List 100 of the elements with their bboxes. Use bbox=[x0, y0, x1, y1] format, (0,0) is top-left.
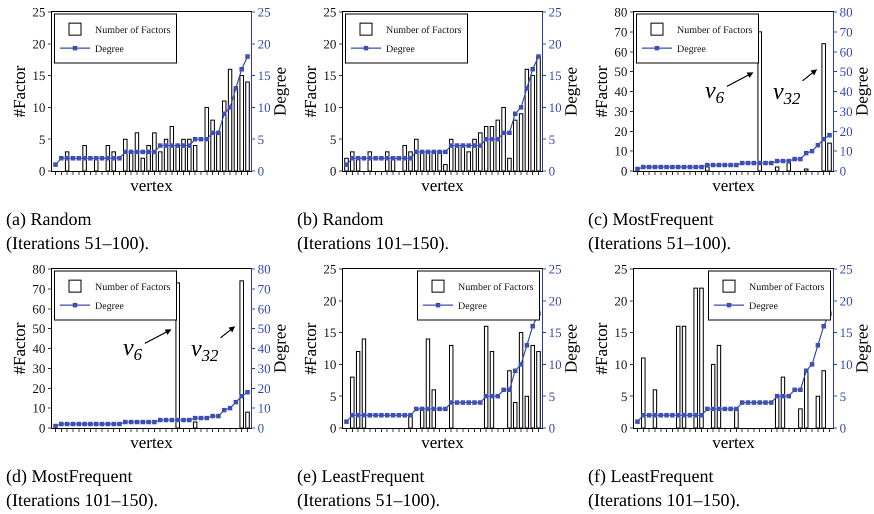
point bbox=[804, 368, 808, 374]
y2-tick-label: 40 bbox=[840, 84, 853, 100]
point bbox=[746, 400, 750, 405]
point bbox=[646, 164, 652, 170]
y2-tick-label: 20 bbox=[548, 293, 562, 308]
y-tick-label: 25 bbox=[323, 4, 336, 20]
y2-tick-label: 30 bbox=[258, 360, 271, 376]
point bbox=[414, 406, 419, 412]
point bbox=[175, 143, 180, 148]
point bbox=[530, 324, 535, 328]
point bbox=[460, 143, 466, 148]
y2-tick-label: 25 bbox=[548, 262, 562, 277]
point bbox=[175, 418, 180, 422]
y-tick-label: 10 bbox=[32, 100, 46, 115]
y2-tick-label: 15 bbox=[258, 68, 271, 84]
y-tick-label: 80 bbox=[614, 4, 628, 20]
point bbox=[448, 143, 454, 148]
point bbox=[396, 413, 402, 418]
point bbox=[810, 148, 814, 154]
text: (Iterations 101–150). bbox=[297, 233, 449, 253]
point bbox=[746, 160, 750, 166]
y-tick-label: 5 bbox=[38, 132, 46, 147]
y-tick-label: 15 bbox=[323, 325, 336, 340]
point bbox=[676, 413, 680, 418]
point bbox=[59, 156, 64, 161]
y-tick-label: 10 bbox=[614, 144, 628, 159]
text: (Iterations 51–100). bbox=[297, 490, 440, 510]
point bbox=[164, 143, 168, 148]
point bbox=[524, 86, 530, 91]
point bbox=[350, 413, 355, 418]
point bbox=[402, 156, 407, 161]
point bbox=[158, 143, 162, 148]
y2-tick-label: 60 bbox=[840, 44, 853, 60]
point bbox=[426, 406, 430, 412]
point bbox=[152, 150, 157, 154]
point bbox=[384, 413, 390, 418]
point bbox=[140, 420, 146, 424]
point bbox=[670, 413, 675, 418]
legend-label: Number of Factors bbox=[386, 24, 462, 36]
point bbox=[821, 136, 826, 142]
y2-tick-label: 0 bbox=[840, 420, 846, 436]
point bbox=[664, 164, 669, 170]
y-tick-label: 0 bbox=[38, 420, 46, 436]
point bbox=[222, 112, 226, 116]
point bbox=[88, 156, 93, 161]
point bbox=[350, 156, 355, 161]
point bbox=[752, 400, 756, 405]
point bbox=[710, 162, 716, 168]
y2-tick-label: 20 bbox=[258, 36, 271, 52]
point bbox=[716, 162, 722, 168]
y-tick-label: 20 bbox=[614, 124, 628, 139]
point bbox=[170, 418, 174, 422]
point bbox=[780, 394, 786, 398]
point bbox=[682, 413, 686, 418]
point bbox=[728, 406, 733, 412]
point bbox=[94, 156, 98, 161]
y-tick-label: 20 bbox=[323, 36, 336, 52]
point bbox=[774, 394, 780, 398]
point bbox=[821, 324, 826, 328]
annotation: v$_{6}$ bbox=[123, 335, 143, 364]
point bbox=[752, 160, 756, 166]
point bbox=[204, 416, 210, 420]
point bbox=[798, 156, 803, 162]
y2-tick-label: 70 bbox=[840, 24, 853, 40]
point bbox=[716, 406, 722, 412]
point bbox=[490, 136, 494, 142]
y2-axis-title: Degree bbox=[562, 324, 581, 374]
point bbox=[368, 156, 372, 161]
point bbox=[210, 130, 215, 136]
y2-tick-label: 10 bbox=[840, 356, 853, 372]
y-tick-label: 20 bbox=[614, 293, 628, 308]
point bbox=[478, 400, 483, 405]
y-tick-label: 0 bbox=[620, 420, 628, 436]
point bbox=[123, 150, 128, 154]
y2-tick-label: 25 bbox=[548, 4, 562, 20]
point bbox=[658, 413, 664, 418]
point bbox=[82, 156, 87, 161]
point bbox=[432, 406, 436, 412]
text: (Iterations 101–150). bbox=[588, 490, 740, 510]
point bbox=[641, 164, 646, 170]
y-tick-label: 15 bbox=[614, 325, 628, 340]
point bbox=[641, 413, 646, 418]
point bbox=[769, 160, 774, 166]
y2-tick-label: 20 bbox=[840, 293, 853, 308]
point bbox=[53, 162, 58, 167]
y2-tick-label: 80 bbox=[840, 4, 853, 20]
point bbox=[245, 390, 250, 394]
y-tick-label: 60 bbox=[614, 44, 628, 60]
legend-label: Degree bbox=[749, 300, 778, 312]
y-axis-title: #Factor bbox=[300, 322, 320, 374]
point bbox=[693, 413, 698, 418]
y2-axis-title: Degree bbox=[270, 66, 290, 116]
point bbox=[128, 150, 134, 154]
point bbox=[216, 130, 221, 136]
point bbox=[379, 156, 384, 161]
point bbox=[769, 400, 774, 405]
point bbox=[798, 388, 803, 392]
y-tick-label: 20 bbox=[32, 36, 46, 52]
legend-label: Number of Factors bbox=[94, 282, 171, 293]
point bbox=[507, 388, 512, 392]
